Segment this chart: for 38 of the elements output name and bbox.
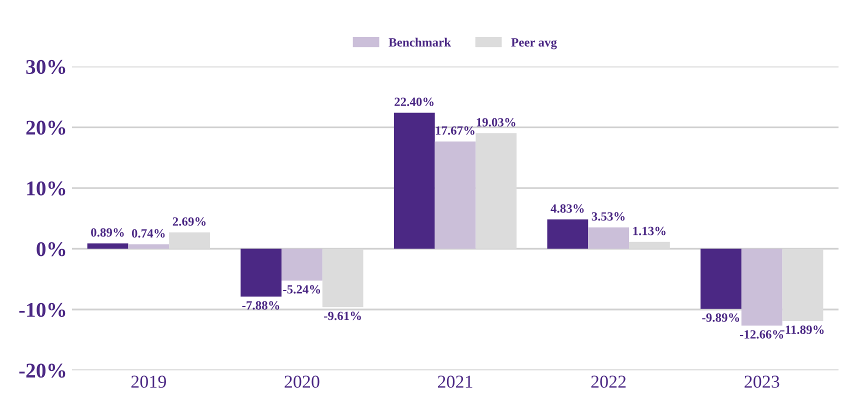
data-label: 2.69% (172, 217, 206, 226)
data-label: -9.89% (702, 313, 740, 322)
bar (87, 243, 128, 249)
data-label: -11.89% (781, 326, 824, 334)
x-tick-label: 2022 (591, 376, 626, 388)
legend-label: Benchmark (388, 38, 452, 47)
y-tick-label: 10% (27, 181, 66, 196)
y-tick-label: 30% (26, 60, 66, 74)
bar (434, 141, 476, 249)
data-label: 3.53% (592, 212, 625, 221)
bar (128, 244, 170, 249)
data-label: 0.89% (91, 228, 124, 237)
y-tick-label: -10% (19, 302, 66, 318)
y-tick-label: 20% (26, 120, 66, 135)
data-label: -7.88% (242, 301, 280, 310)
bar (547, 219, 588, 249)
y-tick-label: 0% (36, 242, 66, 256)
x-tick-label: 2019 (131, 376, 166, 388)
data-label: 4.83% (550, 204, 584, 213)
data-label: 0.74% (132, 229, 165, 238)
data-label: -5.24% (283, 285, 320, 294)
bar (394, 112, 435, 249)
data-label: -9.61% (324, 312, 361, 320)
bar (741, 248, 782, 326)
bar (588, 227, 630, 249)
data-label: 19.03% (476, 118, 516, 127)
x-tick-label: 2021 (438, 376, 472, 388)
x-tick-label: 2020 (284, 376, 320, 388)
data-label: -12.66% (740, 330, 784, 339)
bar (240, 248, 282, 297)
legend-label: Peer avg (511, 38, 557, 50)
data-label: 17.67% (436, 126, 474, 135)
bar (282, 248, 322, 281)
y-tick-label: -20% (19, 364, 66, 378)
data-label: 22.40% (394, 98, 434, 106)
data-label: 1.13% (633, 226, 666, 236)
x-tick-label: 2023 (744, 376, 780, 388)
bar (700, 248, 742, 309)
